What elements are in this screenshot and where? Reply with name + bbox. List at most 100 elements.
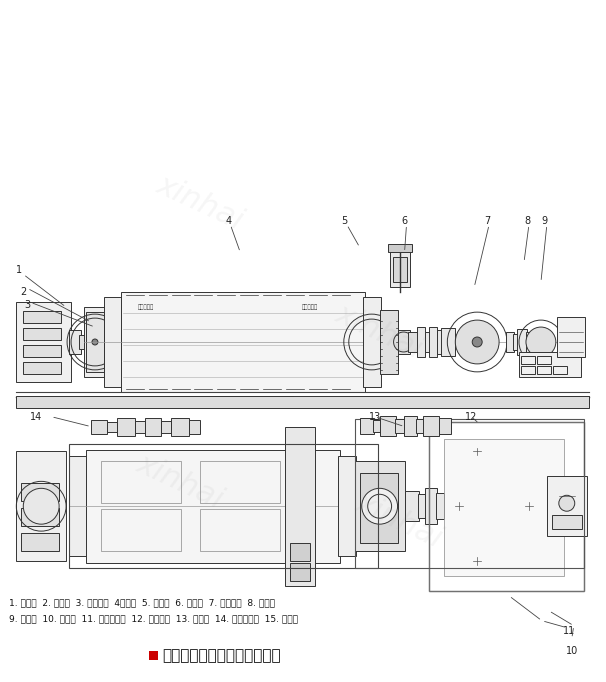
Bar: [16, 302, 71, 382]
Bar: [69, 456, 87, 556]
Text: xinhai: xinhai: [331, 299, 428, 365]
Bar: [436, 493, 444, 519]
Bar: [338, 456, 356, 556]
Bar: [117, 417, 135, 436]
Bar: [340, 396, 390, 404]
Bar: [562, 333, 570, 351]
Bar: [521, 366, 535, 374]
Text: 11: 11: [562, 625, 575, 636]
Bar: [21, 533, 59, 551]
Bar: [355, 462, 405, 551]
Circle shape: [455, 320, 499, 364]
Bar: [449, 499, 507, 514]
Text: 8: 8: [524, 216, 530, 226]
Bar: [438, 330, 444, 354]
Text: 6: 6: [401, 216, 408, 226]
Text: 湿式溢流型球磨机结构原理图: 湿式溢流型球磨机结构原理图: [162, 648, 281, 663]
Bar: [201, 462, 280, 503]
Text: 低压给矿口: 低压给矿口: [302, 305, 318, 310]
Bar: [148, 651, 158, 659]
Circle shape: [538, 493, 564, 519]
Bar: [519, 352, 581, 377]
Text: 1: 1: [16, 265, 22, 276]
Bar: [201, 509, 280, 551]
Text: 7: 7: [484, 216, 490, 226]
Bar: [393, 257, 407, 282]
Text: 1. 给料器  2. 轴承部  3. 环形密封  4进料部  5. 简体部  6. 传动部  7. 起重装置  8. 出料部: 1. 给料器 2. 轴承部 3. 环形密封 4进料部 5. 简体部 6. 传动部…: [9, 598, 275, 607]
Bar: [537, 366, 551, 374]
Bar: [521, 356, 535, 364]
Bar: [21, 484, 59, 501]
Circle shape: [559, 495, 574, 512]
Bar: [188, 419, 201, 434]
Bar: [379, 415, 396, 436]
Bar: [416, 419, 424, 432]
Bar: [86, 312, 104, 372]
Bar: [23, 362, 61, 374]
Text: 12: 12: [465, 412, 478, 421]
Text: xinhai: xinhai: [153, 170, 248, 235]
Bar: [547, 476, 587, 536]
Bar: [405, 491, 419, 521]
Text: 13: 13: [368, 412, 381, 421]
Bar: [569, 499, 579, 514]
Bar: [84, 396, 293, 404]
Bar: [557, 317, 585, 357]
Bar: [505, 494, 515, 518]
Circle shape: [458, 486, 497, 526]
Text: 4: 4: [225, 216, 231, 226]
Bar: [444, 439, 564, 576]
Bar: [424, 415, 439, 436]
Bar: [355, 419, 584, 568]
Bar: [513, 334, 518, 350]
Bar: [91, 419, 107, 434]
Bar: [517, 329, 527, 355]
Bar: [104, 297, 122, 387]
Bar: [373, 419, 381, 432]
Bar: [379, 310, 398, 374]
Bar: [23, 311, 61, 323]
Bar: [171, 417, 188, 436]
Text: 10: 10: [565, 646, 578, 655]
Bar: [161, 421, 171, 432]
Bar: [290, 543, 310, 561]
Bar: [107, 421, 117, 432]
Bar: [425, 332, 430, 352]
Bar: [398, 330, 410, 354]
Text: 2: 2: [20, 287, 27, 297]
Text: 9: 9: [542, 216, 548, 226]
Bar: [360, 417, 374, 434]
Bar: [509, 396, 588, 404]
Bar: [101, 509, 181, 551]
Bar: [121, 292, 365, 391]
Bar: [16, 451, 66, 561]
Bar: [407, 332, 419, 352]
Bar: [506, 332, 514, 352]
Bar: [552, 515, 582, 529]
Bar: [285, 427, 315, 586]
Text: 14: 14: [30, 412, 42, 421]
Bar: [430, 327, 438, 357]
Bar: [86, 449, 340, 563]
Bar: [135, 421, 145, 432]
Bar: [101, 462, 181, 503]
Bar: [395, 419, 405, 432]
Bar: [69, 443, 378, 568]
Bar: [388, 244, 411, 252]
Bar: [439, 417, 451, 434]
Bar: [514, 496, 522, 516]
Bar: [553, 366, 567, 374]
Bar: [441, 328, 455, 356]
Text: 5: 5: [342, 216, 348, 226]
Bar: [290, 563, 310, 581]
Bar: [84, 307, 106, 377]
Text: xinhai: xinhai: [133, 449, 228, 514]
Bar: [79, 335, 87, 349]
Bar: [23, 328, 61, 340]
Bar: [534, 495, 542, 517]
Circle shape: [23, 488, 59, 524]
Circle shape: [526, 327, 556, 357]
Bar: [537, 356, 551, 364]
Bar: [390, 252, 410, 287]
Bar: [21, 508, 59, 526]
